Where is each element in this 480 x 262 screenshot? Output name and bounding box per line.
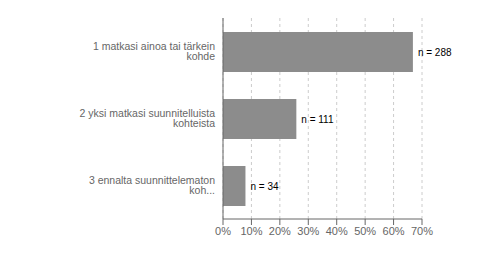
svg-text:0%: 0%	[215, 225, 231, 237]
svg-text:n = 34: n = 34	[250, 181, 279, 192]
svg-text:n = 288: n = 288	[418, 47, 452, 58]
svg-text:50%: 50%	[354, 225, 376, 237]
svg-text:1 matkasi ainoa tai tärkeinkoh: 1 matkasi ainoa tai tärkeinkohde	[93, 40, 215, 63]
svg-text:30%: 30%	[297, 225, 319, 237]
svg-text:20%: 20%	[269, 225, 291, 237]
svg-text:40%: 40%	[326, 225, 348, 237]
svg-text:70%: 70%	[411, 225, 433, 237]
svg-text:60%: 60%	[383, 225, 405, 237]
svg-text:10%: 10%	[240, 225, 262, 237]
svg-text:3 ennalta suunnittelematonkoh.: 3 ennalta suunnittelematonkoh...	[89, 174, 215, 197]
svg-text:n = 111: n = 111	[301, 114, 334, 125]
svg-text:2 yksi matkasi suunnitelluista: 2 yksi matkasi suunnitelluistakohteista	[80, 107, 216, 130]
